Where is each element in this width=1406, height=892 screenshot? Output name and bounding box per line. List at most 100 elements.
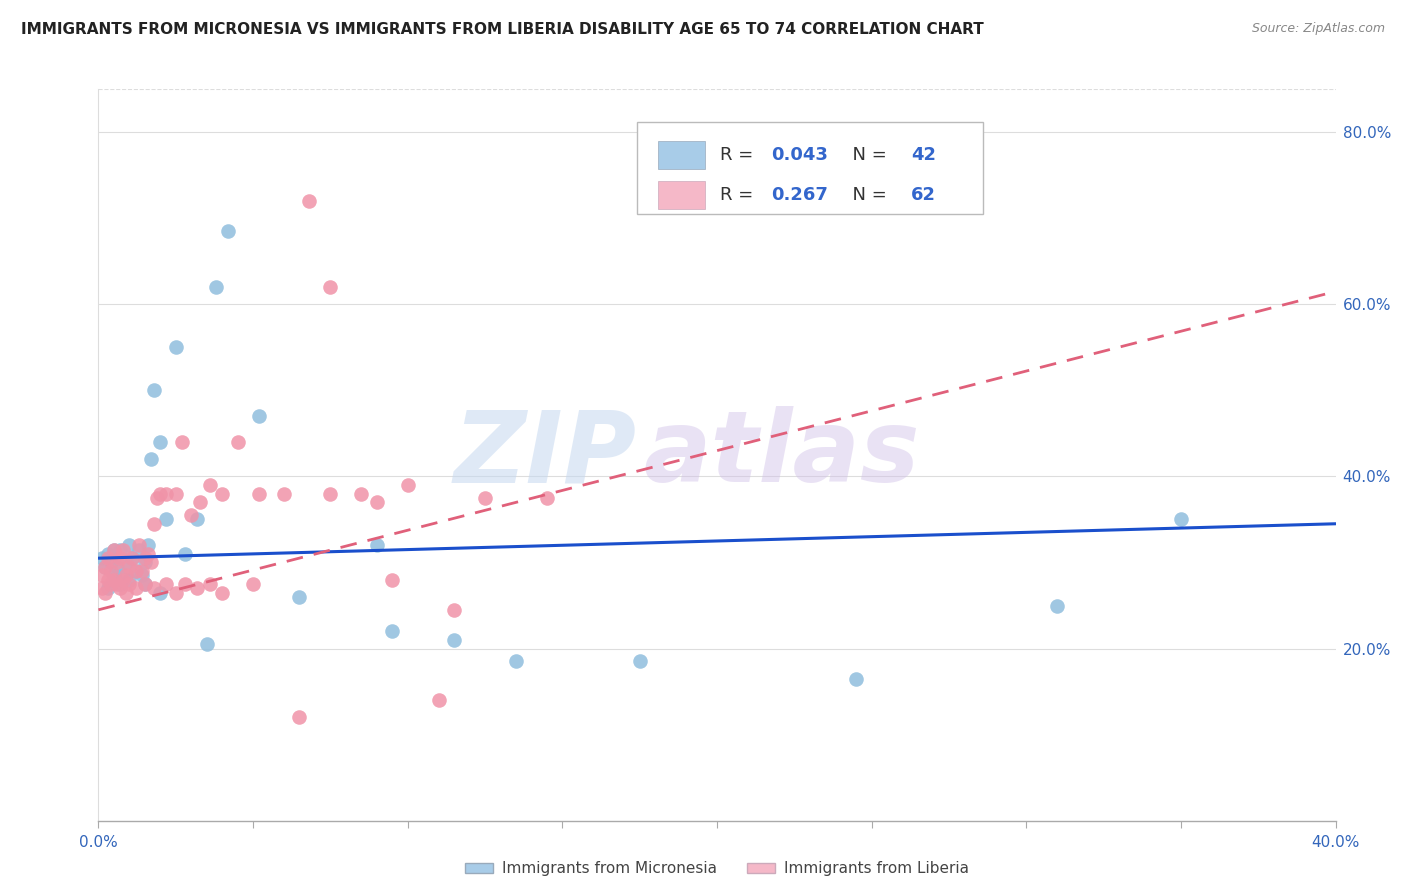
Point — [93, 559, 115, 574]
Point — [131, 564, 153, 578]
Text: IMMIGRANTS FROM MICRONESIA VS IMMIGRANTS FROM LIBERIA DISABILITY AGE 65 TO 74 CO: IMMIGRANTS FROM MICRONESIA VS IMMIGRANTS… — [21, 22, 984, 37]
Point — [134, 551, 156, 566]
Point — [381, 624, 404, 639]
Point — [134, 556, 156, 570]
Point — [124, 582, 146, 596]
Text: atlas: atlas — [643, 407, 920, 503]
Text: R =: R = — [720, 186, 758, 203]
Point — [115, 568, 138, 582]
Point — [536, 491, 558, 505]
Point — [190, 495, 212, 509]
Point — [128, 542, 150, 557]
Point — [165, 340, 187, 354]
FancyBboxPatch shape — [658, 181, 704, 209]
Text: R =: R = — [720, 146, 758, 164]
Point — [165, 585, 187, 599]
Point — [90, 551, 112, 566]
Point — [198, 577, 221, 591]
Point — [165, 486, 187, 500]
Point — [100, 577, 122, 591]
Point — [217, 224, 239, 238]
Point — [288, 590, 311, 604]
Point — [103, 542, 125, 557]
Point — [180, 508, 202, 523]
Point — [298, 194, 321, 208]
Text: 0.267: 0.267 — [772, 186, 828, 203]
Point — [134, 577, 156, 591]
Point — [90, 568, 112, 582]
Point — [198, 478, 221, 492]
Point — [100, 564, 122, 578]
Point — [121, 551, 143, 566]
Point — [115, 585, 138, 599]
Point — [121, 551, 143, 566]
Point — [366, 538, 388, 552]
Point — [124, 564, 146, 578]
Point — [105, 577, 128, 591]
Point — [136, 547, 159, 561]
Point — [143, 582, 166, 596]
Point — [174, 547, 197, 561]
Point — [174, 577, 197, 591]
Point — [90, 582, 112, 596]
Point — [97, 573, 120, 587]
FancyBboxPatch shape — [658, 141, 704, 169]
Point — [505, 655, 527, 669]
Legend: Immigrants from Micronesia, Immigrants from Liberia: Immigrants from Micronesia, Immigrants f… — [458, 855, 976, 882]
Point — [143, 516, 166, 531]
Point — [474, 491, 496, 505]
Point — [170, 435, 193, 450]
Point — [381, 573, 404, 587]
Point — [146, 491, 169, 505]
Point — [205, 280, 228, 294]
Point — [100, 556, 122, 570]
Point — [112, 573, 135, 587]
Point — [273, 486, 295, 500]
Point — [118, 559, 141, 574]
FancyBboxPatch shape — [637, 122, 983, 213]
Point — [108, 582, 131, 596]
Point — [105, 556, 128, 570]
Point — [97, 551, 120, 566]
Y-axis label: Disability Age 65 to 74: Disability Age 65 to 74 — [0, 368, 7, 542]
Point — [105, 559, 128, 574]
Point — [443, 632, 465, 647]
Point — [427, 693, 450, 707]
Point — [143, 384, 166, 398]
Point — [134, 577, 156, 591]
Point — [131, 568, 153, 582]
Point — [108, 542, 131, 557]
Text: Source: ZipAtlas.com: Source: ZipAtlas.com — [1251, 22, 1385, 36]
Point — [139, 556, 162, 570]
Point — [103, 542, 125, 557]
Point — [93, 559, 115, 574]
Point — [149, 585, 172, 599]
Point — [247, 486, 270, 500]
Point — [211, 486, 233, 500]
Point — [350, 486, 373, 500]
Point — [93, 585, 115, 599]
Point — [108, 577, 131, 591]
Point — [149, 486, 172, 500]
Point — [186, 512, 208, 526]
Text: N =: N = — [841, 186, 893, 203]
Point — [186, 582, 208, 596]
Point — [97, 547, 120, 561]
Point — [118, 573, 141, 587]
Text: 42: 42 — [911, 146, 936, 164]
Point — [226, 435, 249, 450]
Text: 62: 62 — [911, 186, 936, 203]
Text: N =: N = — [841, 146, 893, 164]
Point — [628, 655, 651, 669]
Point — [112, 542, 135, 557]
Text: ZIP: ZIP — [454, 407, 637, 503]
Point — [103, 573, 125, 587]
Point — [136, 538, 159, 552]
Point — [845, 672, 868, 686]
Point — [108, 551, 131, 566]
Point — [103, 568, 125, 582]
Point — [1046, 599, 1069, 613]
Point — [443, 603, 465, 617]
Point — [288, 710, 311, 724]
Point — [112, 568, 135, 582]
